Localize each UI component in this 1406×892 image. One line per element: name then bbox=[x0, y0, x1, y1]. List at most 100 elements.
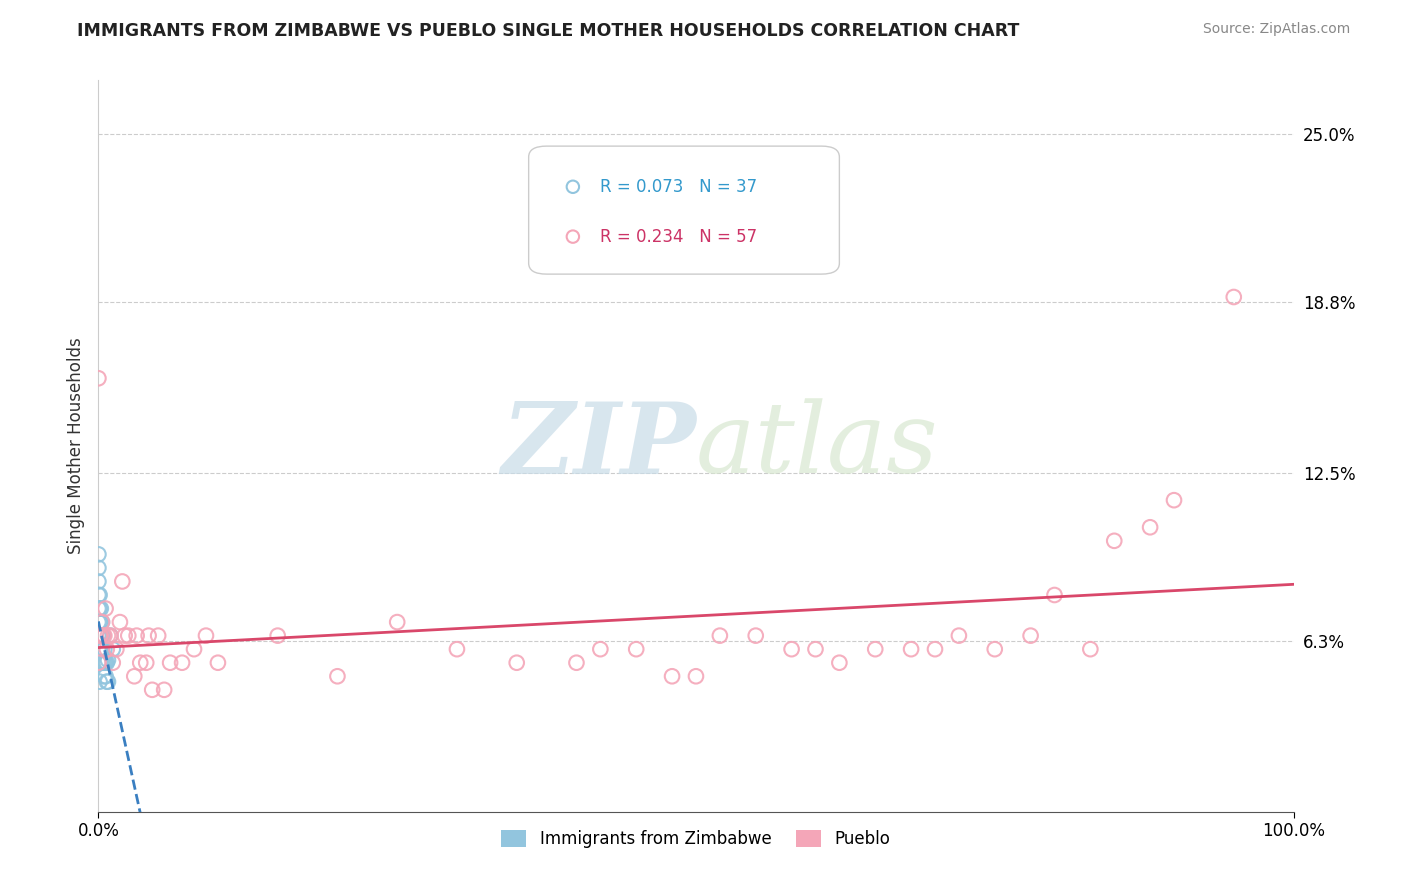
Point bbox=[90, 615, 112, 629]
Point bbox=[93, 642, 115, 657]
Point bbox=[87, 547, 110, 561]
Point bbox=[1139, 520, 1161, 534]
Point bbox=[138, 629, 160, 643]
Point bbox=[111, 574, 134, 589]
Point bbox=[153, 682, 176, 697]
Point bbox=[91, 615, 114, 629]
Point bbox=[90, 642, 112, 657]
Point bbox=[93, 669, 115, 683]
Point bbox=[1019, 629, 1042, 643]
Point bbox=[94, 601, 117, 615]
Point bbox=[93, 629, 115, 643]
Point bbox=[1043, 588, 1066, 602]
Point bbox=[93, 656, 115, 670]
Point bbox=[685, 669, 707, 683]
Point bbox=[159, 656, 181, 670]
Point bbox=[804, 642, 827, 657]
Point bbox=[828, 656, 851, 670]
Point bbox=[745, 629, 768, 643]
Text: Source: ZipAtlas.com: Source: ZipAtlas.com bbox=[1202, 22, 1350, 37]
Point bbox=[924, 642, 946, 657]
Point bbox=[91, 656, 114, 670]
Point bbox=[900, 642, 922, 657]
Point bbox=[90, 629, 112, 643]
Point bbox=[94, 669, 117, 683]
Point bbox=[709, 629, 731, 643]
Point bbox=[89, 601, 111, 615]
Point bbox=[97, 674, 120, 689]
Point bbox=[267, 629, 290, 643]
Point bbox=[1223, 290, 1246, 304]
Point bbox=[101, 642, 124, 657]
Text: ZIP: ZIP bbox=[501, 398, 696, 494]
Point bbox=[98, 629, 122, 643]
Point bbox=[207, 656, 229, 670]
Point bbox=[96, 674, 118, 689]
Legend: Immigrants from Zimbabwe, Pueblo: Immigrants from Zimbabwe, Pueblo bbox=[495, 823, 897, 855]
Point bbox=[91, 629, 114, 643]
Point bbox=[589, 642, 612, 657]
Point bbox=[89, 629, 111, 643]
Point bbox=[141, 682, 163, 697]
Point bbox=[98, 629, 122, 643]
Point bbox=[1163, 493, 1185, 508]
Y-axis label: Single Mother Households: Single Mother Households bbox=[66, 338, 84, 554]
Point bbox=[129, 656, 152, 670]
Point bbox=[1104, 533, 1126, 548]
Point bbox=[195, 629, 218, 643]
Point bbox=[90, 601, 112, 615]
Point bbox=[89, 656, 111, 670]
Point bbox=[87, 629, 110, 643]
Text: R = 0.234   N = 57: R = 0.234 N = 57 bbox=[600, 227, 758, 245]
Point bbox=[105, 642, 128, 657]
Point bbox=[89, 588, 111, 602]
Point bbox=[89, 642, 111, 657]
Point bbox=[89, 615, 111, 629]
Point bbox=[87, 588, 110, 602]
Point bbox=[114, 629, 136, 643]
Point bbox=[326, 669, 349, 683]
Point bbox=[87, 371, 110, 385]
Point bbox=[90, 629, 112, 643]
Point bbox=[506, 656, 529, 670]
Point bbox=[94, 656, 117, 670]
Point bbox=[172, 656, 194, 670]
Point bbox=[96, 656, 118, 670]
Text: atlas: atlas bbox=[696, 399, 939, 493]
Point bbox=[89, 629, 111, 643]
Point bbox=[87, 561, 110, 575]
Point bbox=[117, 629, 139, 643]
Point bbox=[87, 615, 110, 629]
Point bbox=[91, 629, 114, 643]
Point bbox=[97, 629, 120, 643]
Point bbox=[865, 642, 887, 657]
Point bbox=[87, 656, 110, 670]
Point bbox=[565, 656, 588, 670]
Point bbox=[89, 674, 111, 689]
Point bbox=[87, 574, 110, 589]
Point bbox=[108, 615, 131, 629]
Point bbox=[87, 601, 110, 615]
Point bbox=[97, 653, 120, 667]
Point bbox=[91, 615, 114, 629]
Point bbox=[90, 656, 112, 670]
Text: IMMIGRANTS FROM ZIMBABWE VS PUEBLO SINGLE MOTHER HOUSEHOLDS CORRELATION CHART: IMMIGRANTS FROM ZIMBABWE VS PUEBLO SINGL… bbox=[77, 22, 1019, 40]
Point bbox=[183, 642, 205, 657]
Point bbox=[91, 629, 114, 643]
Point bbox=[135, 656, 157, 670]
Point bbox=[984, 642, 1007, 657]
Point bbox=[91, 656, 114, 670]
Point bbox=[91, 642, 114, 657]
Point bbox=[661, 669, 683, 683]
Point bbox=[87, 656, 110, 670]
Point bbox=[101, 656, 124, 670]
FancyBboxPatch shape bbox=[529, 146, 839, 274]
Point bbox=[626, 642, 648, 657]
Point bbox=[385, 615, 409, 629]
Point bbox=[148, 629, 170, 643]
Point bbox=[124, 669, 146, 683]
Point bbox=[1080, 642, 1102, 657]
Point bbox=[96, 642, 118, 657]
Point bbox=[125, 629, 148, 643]
Point bbox=[446, 642, 468, 657]
